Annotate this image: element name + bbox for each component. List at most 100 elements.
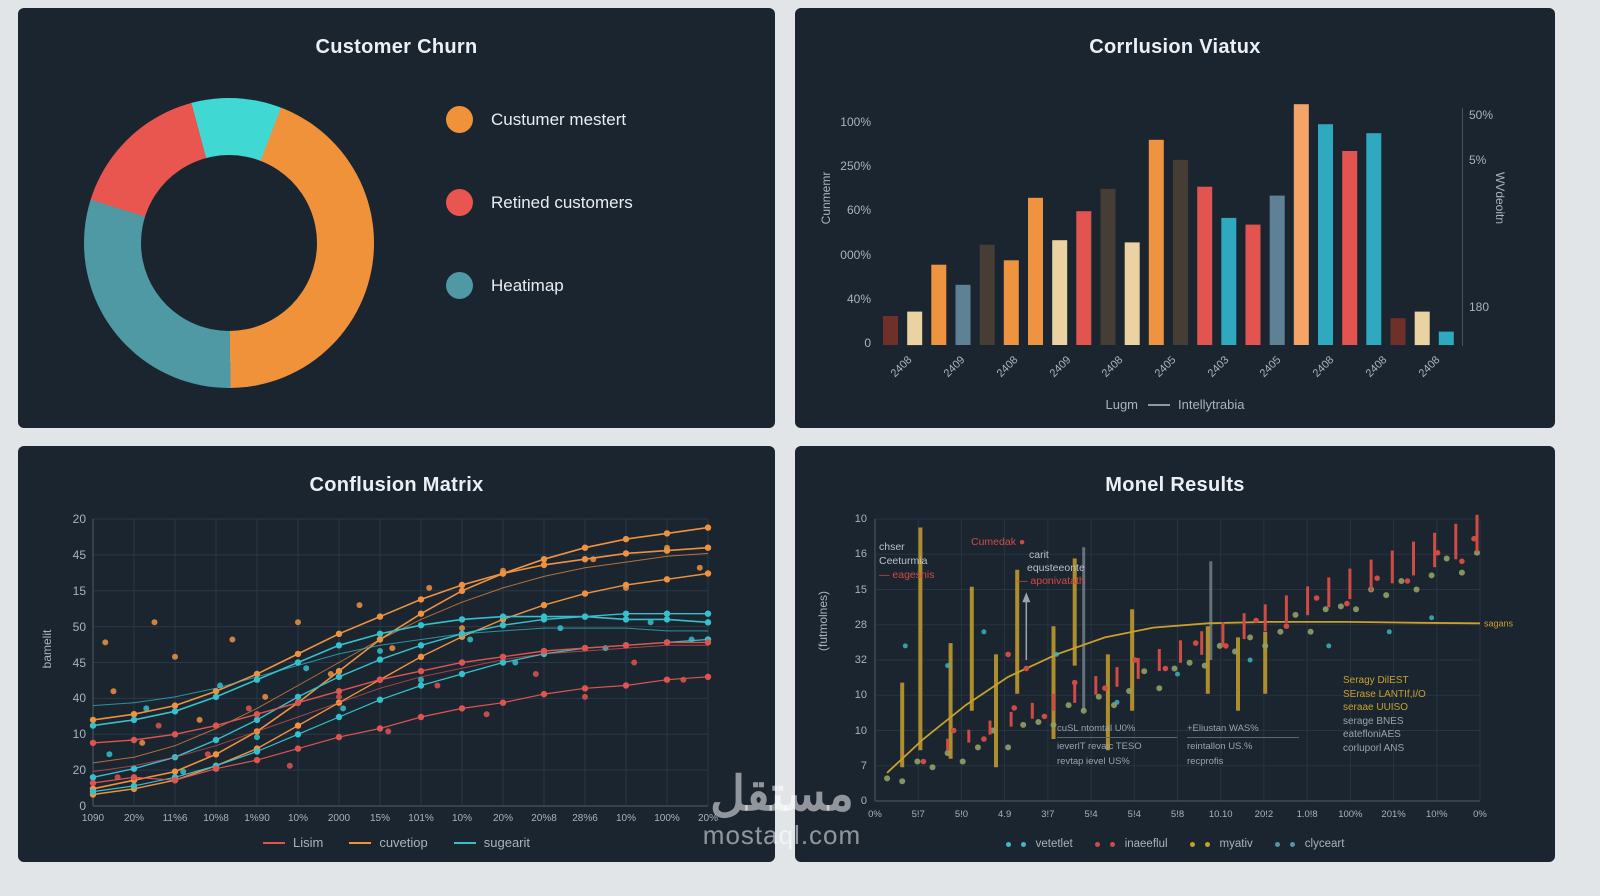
annotation-text: carit [1029, 549, 1049, 561]
annotation-text: serage BNES [1343, 715, 1404, 727]
curve-label: sagans [1484, 618, 1514, 628]
legend-item[interactable]: sugearit [453, 835, 530, 850]
legend-label: Lugm [1105, 397, 1139, 412]
series [89, 673, 712, 787]
bar [955, 284, 971, 345]
bar [1221, 217, 1237, 345]
annotation-text: equsteeonte [1027, 562, 1085, 574]
legend-item[interactable]: Lugm [1105, 397, 1138, 412]
panel-title-customer-churn: Customer Churn [315, 36, 478, 58]
legend-item[interactable]: clyceart [1274, 838, 1345, 850]
legend-swatch [1148, 403, 1171, 406]
bar [883, 316, 898, 345]
line-chart[interactable] [89, 518, 712, 807]
y-axis-tick: 15 [854, 583, 867, 596]
x-axis-tick: 1%90 [244, 813, 270, 824]
legend-item[interactable]: inaeeflul [1094, 838, 1168, 850]
yellow-curve [886, 621, 1481, 774]
x-axis-tick: 2409 [941, 354, 968, 380]
y-axis-tick: 45 [72, 547, 86, 562]
legend-label: vetetlet [1035, 838, 1073, 850]
bar [1293, 104, 1309, 345]
y-axis-tick-right: 5% [1469, 153, 1487, 167]
y-axis-tick: 10 [72, 727, 86, 742]
x-axis-tick: 201% [1381, 809, 1406, 820]
bar [1342, 151, 1358, 345]
legend-label: sugearit [483, 835, 530, 850]
series [89, 570, 712, 798]
red-ticks [946, 514, 1479, 751]
legend-label: clyceart [1304, 838, 1345, 850]
x-axis-tick: 2403 [1205, 354, 1232, 380]
y-axis-tick: 10 [854, 724, 867, 737]
annotation-text: corluporl ANS [1343, 742, 1405, 754]
annotation-table-cell: reintallon US.% [1187, 741, 1253, 752]
bar [1318, 124, 1333, 345]
x-axis-tick: 1.0!8 [1296, 809, 1318, 820]
legend-item[interactable]: Custumer mestert [446, 106, 633, 133]
x-axis-tick: 4.9 [998, 809, 1012, 820]
legend-swatch-dot [1094, 841, 1100, 847]
scatter-chart[interactable]: sagans [874, 514, 1514, 802]
legend-item[interactable]: cuvetiop [349, 835, 428, 850]
x-axis-tick: 10!% [1425, 809, 1448, 820]
y-axis-tick-left: 000% [840, 247, 871, 262]
annotation-text: chser [879, 541, 905, 553]
legend-item[interactable]: Retined customers [446, 189, 633, 216]
panel-title-monel-results: Monel Results [1105, 474, 1245, 496]
y-axis-tick-left: 60% [846, 203, 871, 218]
donut-chart[interactable] [84, 98, 374, 388]
scatter-group [114, 659, 687, 781]
y-axis-tick: 16 [854, 548, 867, 561]
bar [979, 244, 995, 345]
axis-spines [92, 519, 708, 807]
y-axis-tick-right: 50% [1469, 108, 1494, 122]
y-axis-tick-left: 100% [840, 115, 871, 129]
series [89, 610, 712, 781]
annotation-text: eatefloniAES [1343, 729, 1401, 740]
x-axis-tick: 15% [369, 813, 390, 824]
x-axis-tick: 20!2 [1254, 809, 1274, 820]
legend-label: Lisim [292, 835, 324, 850]
panel-title-corrlusion-viatux: Corrlusion Viatux [1089, 36, 1261, 58]
x-axis-tick: 2408 [994, 354, 1021, 380]
annotation-table-cell: ieverlT revaic TESO [1057, 741, 1142, 752]
scatter-group [102, 544, 703, 746]
x-axis-tick: 20%8 [531, 813, 557, 824]
bar [1366, 133, 1382, 345]
legend-item[interactable]: Heatimap [446, 272, 633, 299]
bar [931, 264, 947, 345]
line-chart-legend: Lisim cuvetiop sugearit [18, 835, 775, 850]
x-axis-tick: 101% [408, 813, 434, 824]
y-axis-tick-left: 250% [840, 159, 871, 174]
x-axis-tick: 5!7 [911, 809, 925, 820]
red-points [920, 535, 1477, 765]
bar-chart[interactable] [880, 67, 1460, 347]
x-axis-tick: 5!4 [1127, 809, 1141, 820]
y-axis-tick: 50 [72, 619, 86, 634]
legend-swatch-dot [1289, 841, 1295, 847]
x-axis-tick: 10% [615, 813, 636, 824]
annotation-text: seraae UUISO [1343, 702, 1409, 713]
x-axis-tick: 11%6 [162, 813, 188, 824]
bar [1124, 242, 1140, 345]
gray-bars [1082, 547, 1213, 711]
y-axis-tick: 7 [860, 759, 867, 772]
y-axis-tick: 32 [854, 654, 867, 666]
y-axis-tick: 40 [72, 691, 86, 706]
legend-swatch [453, 841, 476, 844]
legend-swatch [446, 189, 473, 216]
bar [1197, 186, 1213, 345]
annotation-text: SErase LANTIf,I/O [1343, 688, 1426, 700]
y-axis-tick-left: 40% [846, 291, 871, 306]
bar [1173, 159, 1188, 345]
legend-item[interactable]: vetetlet [1005, 838, 1073, 850]
bars-group[interactable] [883, 104, 1454, 346]
legend-item[interactable]: Intellytrabia [1148, 397, 1245, 412]
legend-item[interactable]: Lisim [262, 835, 324, 850]
legend-item[interactable]: myativ [1189, 838, 1253, 850]
annotation-text: Seragy DilEST [1343, 675, 1409, 686]
legend-label: cuvetiop [379, 835, 428, 850]
x-axis-tick: 5!4 [1084, 809, 1098, 820]
